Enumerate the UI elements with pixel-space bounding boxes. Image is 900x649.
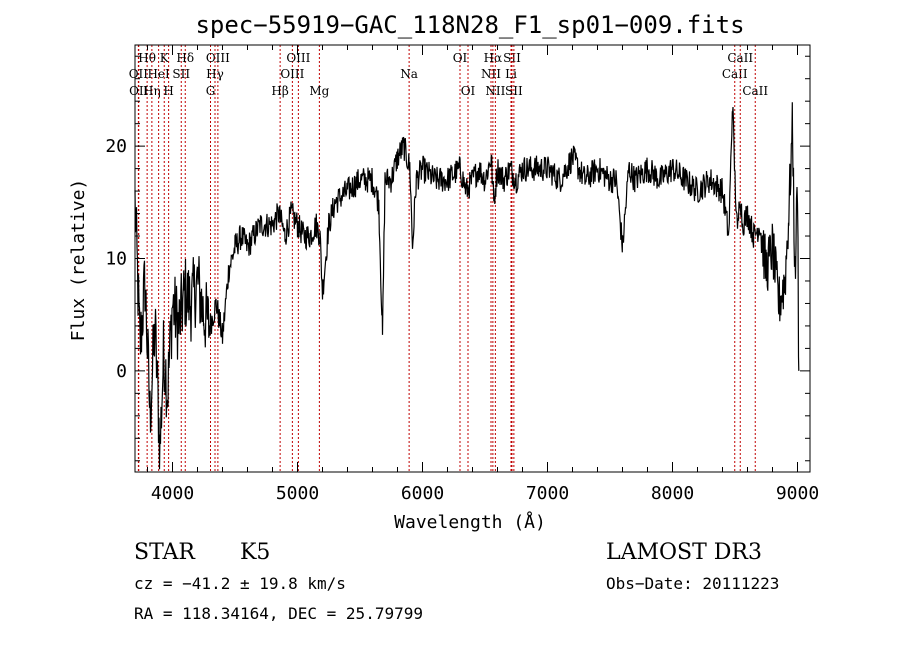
line-label: OIII — [280, 67, 304, 81]
x-tick-label: 9000 — [776, 483, 819, 504]
line-label: Hβ — [271, 84, 288, 98]
object-subclass: K5 — [240, 540, 271, 565]
ra-dec-coordinates: RA = 118.34164, DEC = 25.79799 — [134, 604, 423, 623]
x-tick-label: 6000 — [401, 483, 444, 504]
x-axis-label: Wavelength (Å) — [394, 511, 546, 533]
y-tick-label: 20 — [105, 136, 127, 157]
redshift-velocity: cz = −41.2 ± 19.8 km/s — [134, 574, 346, 593]
line-label: Li — [505, 67, 517, 81]
line-label: Hθ — [138, 51, 156, 65]
line-label: K — [160, 51, 170, 65]
observation-date: Obs−Date: 20111223 — [606, 574, 780, 593]
line-label: H — [163, 84, 173, 98]
line-label: Na — [400, 67, 418, 81]
x-tick-label: 7000 — [526, 483, 569, 504]
line-label: SII — [505, 84, 523, 98]
x-tick-label: 4000 — [151, 483, 194, 504]
line-label: Hγ — [206, 67, 224, 81]
line-label: Mg — [309, 84, 329, 98]
line-label: NII — [485, 84, 505, 98]
line-label: OI — [461, 84, 476, 98]
line-label: HeI — [147, 67, 170, 81]
line-label: G — [206, 84, 216, 98]
line-label: OIII — [206, 51, 230, 65]
line-label: OI — [453, 51, 468, 65]
line-label: Hα — [484, 51, 503, 65]
y-axis-label: Flux (relative) — [68, 179, 89, 342]
line-label: CaII — [722, 67, 748, 81]
line-label: OIII — [286, 51, 310, 65]
line-label: NII — [481, 67, 501, 81]
x-tick-label: 8000 — [651, 483, 694, 504]
survey-name: LAMOST DR3 — [606, 540, 762, 565]
line-label: OII — [129, 84, 149, 98]
line-label: CaII — [727, 51, 753, 65]
emission-line-markers: HθOIIOIIHηHeIKHSIIHδGOIIIHγHβOIIIOIIIMgN… — [129, 45, 768, 472]
line-label: CaII — [742, 84, 768, 98]
x-tick-label: 5000 — [276, 483, 319, 504]
line-label: Hη — [143, 84, 161, 98]
spectrum-line — [134, 102, 800, 470]
axis-ticks: 4000 5000 6000 7000 8000 9000 0 10 20 — [105, 45, 819, 504]
chart-title: spec−55919−GAC_118N28_F1_sp01−009.fits — [195, 11, 744, 39]
object-class: STAR — [134, 540, 195, 565]
plot-frame — [134, 44, 811, 473]
y-tick-label: 10 — [105, 249, 127, 270]
y-tick-label: 0 — [116, 361, 127, 382]
line-label: Hδ — [176, 51, 194, 65]
line-label: SII — [172, 67, 190, 81]
line-label: SII — [503, 51, 521, 65]
